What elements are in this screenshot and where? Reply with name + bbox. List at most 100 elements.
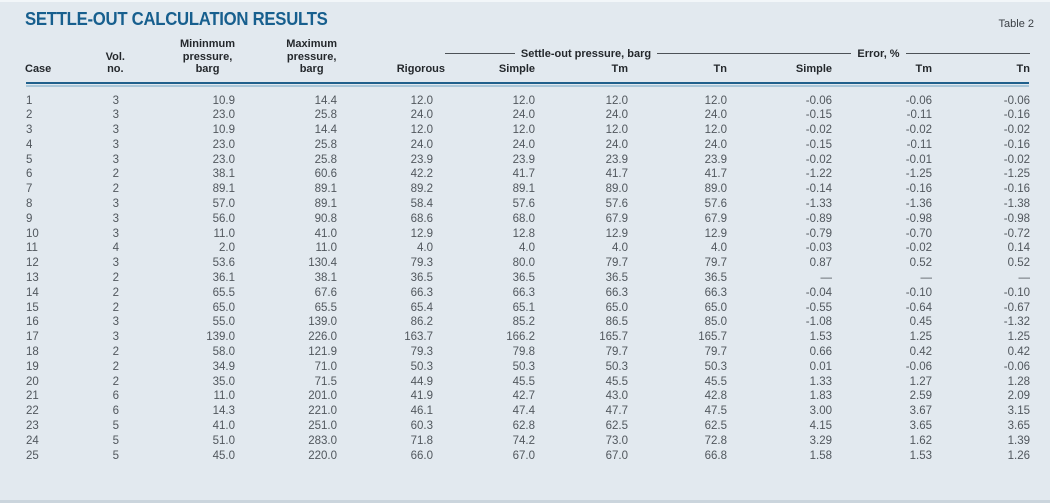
cell: -0.01 [905,153,932,166]
table-row: 7 2 89.1 89.1 89.2 89.1 89.0 89.0 -0.14 -0.16 -0.1… [25,182,1030,197]
cell: 36.5 [605,272,628,285]
cell: 19 [26,360,39,373]
cell: 50.3 [410,360,433,373]
group-rule-right [905,53,1030,55]
cell: 65.5 [212,286,235,299]
cell: -1.33 [805,198,832,211]
cell: 23.9 [704,153,727,166]
cell: -1.25 [1003,168,1030,181]
cell: 14.4 [314,94,337,107]
cell: 1 [26,94,33,107]
cell: -0.02 [1003,124,1030,137]
cell: 4.15 [809,420,832,433]
cell: 79.7 [704,346,727,359]
cell: 3.15 [1007,405,1030,418]
cell: 45.5 [605,375,628,388]
cell: 24 [26,434,39,447]
cell: 24.0 [410,138,433,151]
cell: -0.02 [905,242,932,255]
cell: 50.3 [605,360,628,373]
cell: 46.1 [410,405,433,418]
col-header-case: Case [25,63,52,75]
cell: -0.89 [805,212,832,225]
table-row: 9 3 56.0 90.8 68.6 68.0 67.9 67.9 -0.89 -0.98 -0.9… [25,212,1030,227]
cell: 0.14 [1007,242,1030,255]
cell: 53.6 [212,257,235,270]
cell: 9 [26,212,33,225]
table-row: 2 3 23.0 25.8 24.0 24.0 24.0 24.0 -0.15 -0.11 -0.1… [25,108,1030,123]
cell: 1.53 [909,449,932,462]
cell: 89.0 [605,183,628,196]
cell: 220.0 [308,449,337,462]
cell: 89.1 [314,183,337,196]
cell: 2 [112,286,119,299]
table-row: 8 3 57.0 89.1 58.4 57.6 57.6 57.6 -1.33 -1.36 -1.3… [25,197,1030,212]
cell: 121.9 [308,346,337,359]
cell: -0.98 [905,212,932,225]
cell: 1.62 [909,434,932,447]
cell: 47.7 [605,405,628,418]
cell: 1.26 [1007,449,1030,462]
cell: 130.4 [308,257,337,270]
cell: -0.67 [1003,301,1030,314]
cell: 16 [26,316,39,329]
table-row: 21 6 11.0 201.0 41.9 42.7 43.0 42.8 1.83 2.59 2.09 [25,389,1030,404]
cell: 66.3 [605,286,628,299]
group-rule-left [727,53,852,55]
settle-out-results-table: Case Vol. no. Mininmum pressure, barg Ma… [25,38,1030,463]
cell: 21 [26,390,39,403]
cell: -0.70 [905,227,932,240]
cell: 89.1 [314,198,337,211]
cell: 24.0 [704,109,727,122]
cell: 10.9 [212,124,235,137]
table-row: 24 5 51.0 283.0 71.8 74.2 73.0 72.8 3.29 1.62 1.39 [25,434,1030,449]
table-row: 4 3 23.0 25.8 24.0 24.0 24.0 24.0 -0.15 -0.11 -0.1… [25,138,1030,153]
table-row: 15 2 65.0 65.5 65.4 65.1 65.0 65.0 -0.55 -0.64 -0.… [25,301,1030,316]
cell: 79.7 [605,257,628,270]
cell: 38.1 [212,168,235,181]
cell: 47.5 [704,405,727,418]
cell: 0.45 [909,316,932,329]
cell: -0.11 [906,109,932,122]
cell: 0.52 [909,257,932,270]
cell: -0.16 [1003,138,1030,151]
cell: 79.8 [512,346,535,359]
cell: 67.6 [314,286,337,299]
cell: 51.0 [212,434,235,447]
table-row: 25 5 45.0 220.0 66.0 67.0 67.0 66.8 1.58 1.53 1.26 [25,449,1030,464]
cell: 15 [26,301,39,314]
cell: 12.9 [704,227,727,240]
table-header: Case Vol. no. Mininmum pressure, barg Ma… [25,38,1030,88]
cell: 62.5 [605,420,628,433]
cell: 1.25 [1007,331,1030,344]
cell: 11.0 [213,227,235,240]
col-header-settle-simple: Simple [498,63,535,75]
cell: 1.58 [809,449,832,462]
cell: 20 [26,375,39,388]
cell: 45.0 [212,449,235,462]
cell: 283.0 [308,434,337,447]
cell: 43.0 [605,390,628,403]
cell: 3 [112,94,119,107]
cell: 0.01 [809,360,832,373]
group-rule-right [657,53,728,55]
table-row: 19 2 34.9 71.0 50.3 50.3 50.3 50.3 0.01 -0.06 -0.0… [25,360,1030,375]
cell: 24.0 [512,109,535,122]
cell: 11 [26,242,38,255]
table-row: 12 3 53.6 130.4 79.3 80.0 79.7 79.7 0.87 0.52 0.52 [25,256,1030,271]
cell: 34.9 [212,360,235,373]
cell: 3.29 [809,434,832,447]
cell: 71.8 [410,434,433,447]
cell: 45.5 [704,375,727,388]
col-header-rigorous: Rigorous [396,63,445,75]
cell: 42.2 [410,168,433,181]
cell: 57.0 [212,198,235,211]
cell: 3.65 [1007,420,1030,433]
cell: 10 [26,227,39,240]
cell: 18 [26,346,39,359]
cell: 23.0 [212,153,235,166]
cell: -0.10 [1003,286,1030,299]
cell: 42.8 [704,390,727,403]
table-row: 22 6 14.3 221.0 46.1 47.4 47.7 47.5 3.00 3.67 3.15 [25,404,1030,419]
cell: 1.33 [809,375,832,388]
